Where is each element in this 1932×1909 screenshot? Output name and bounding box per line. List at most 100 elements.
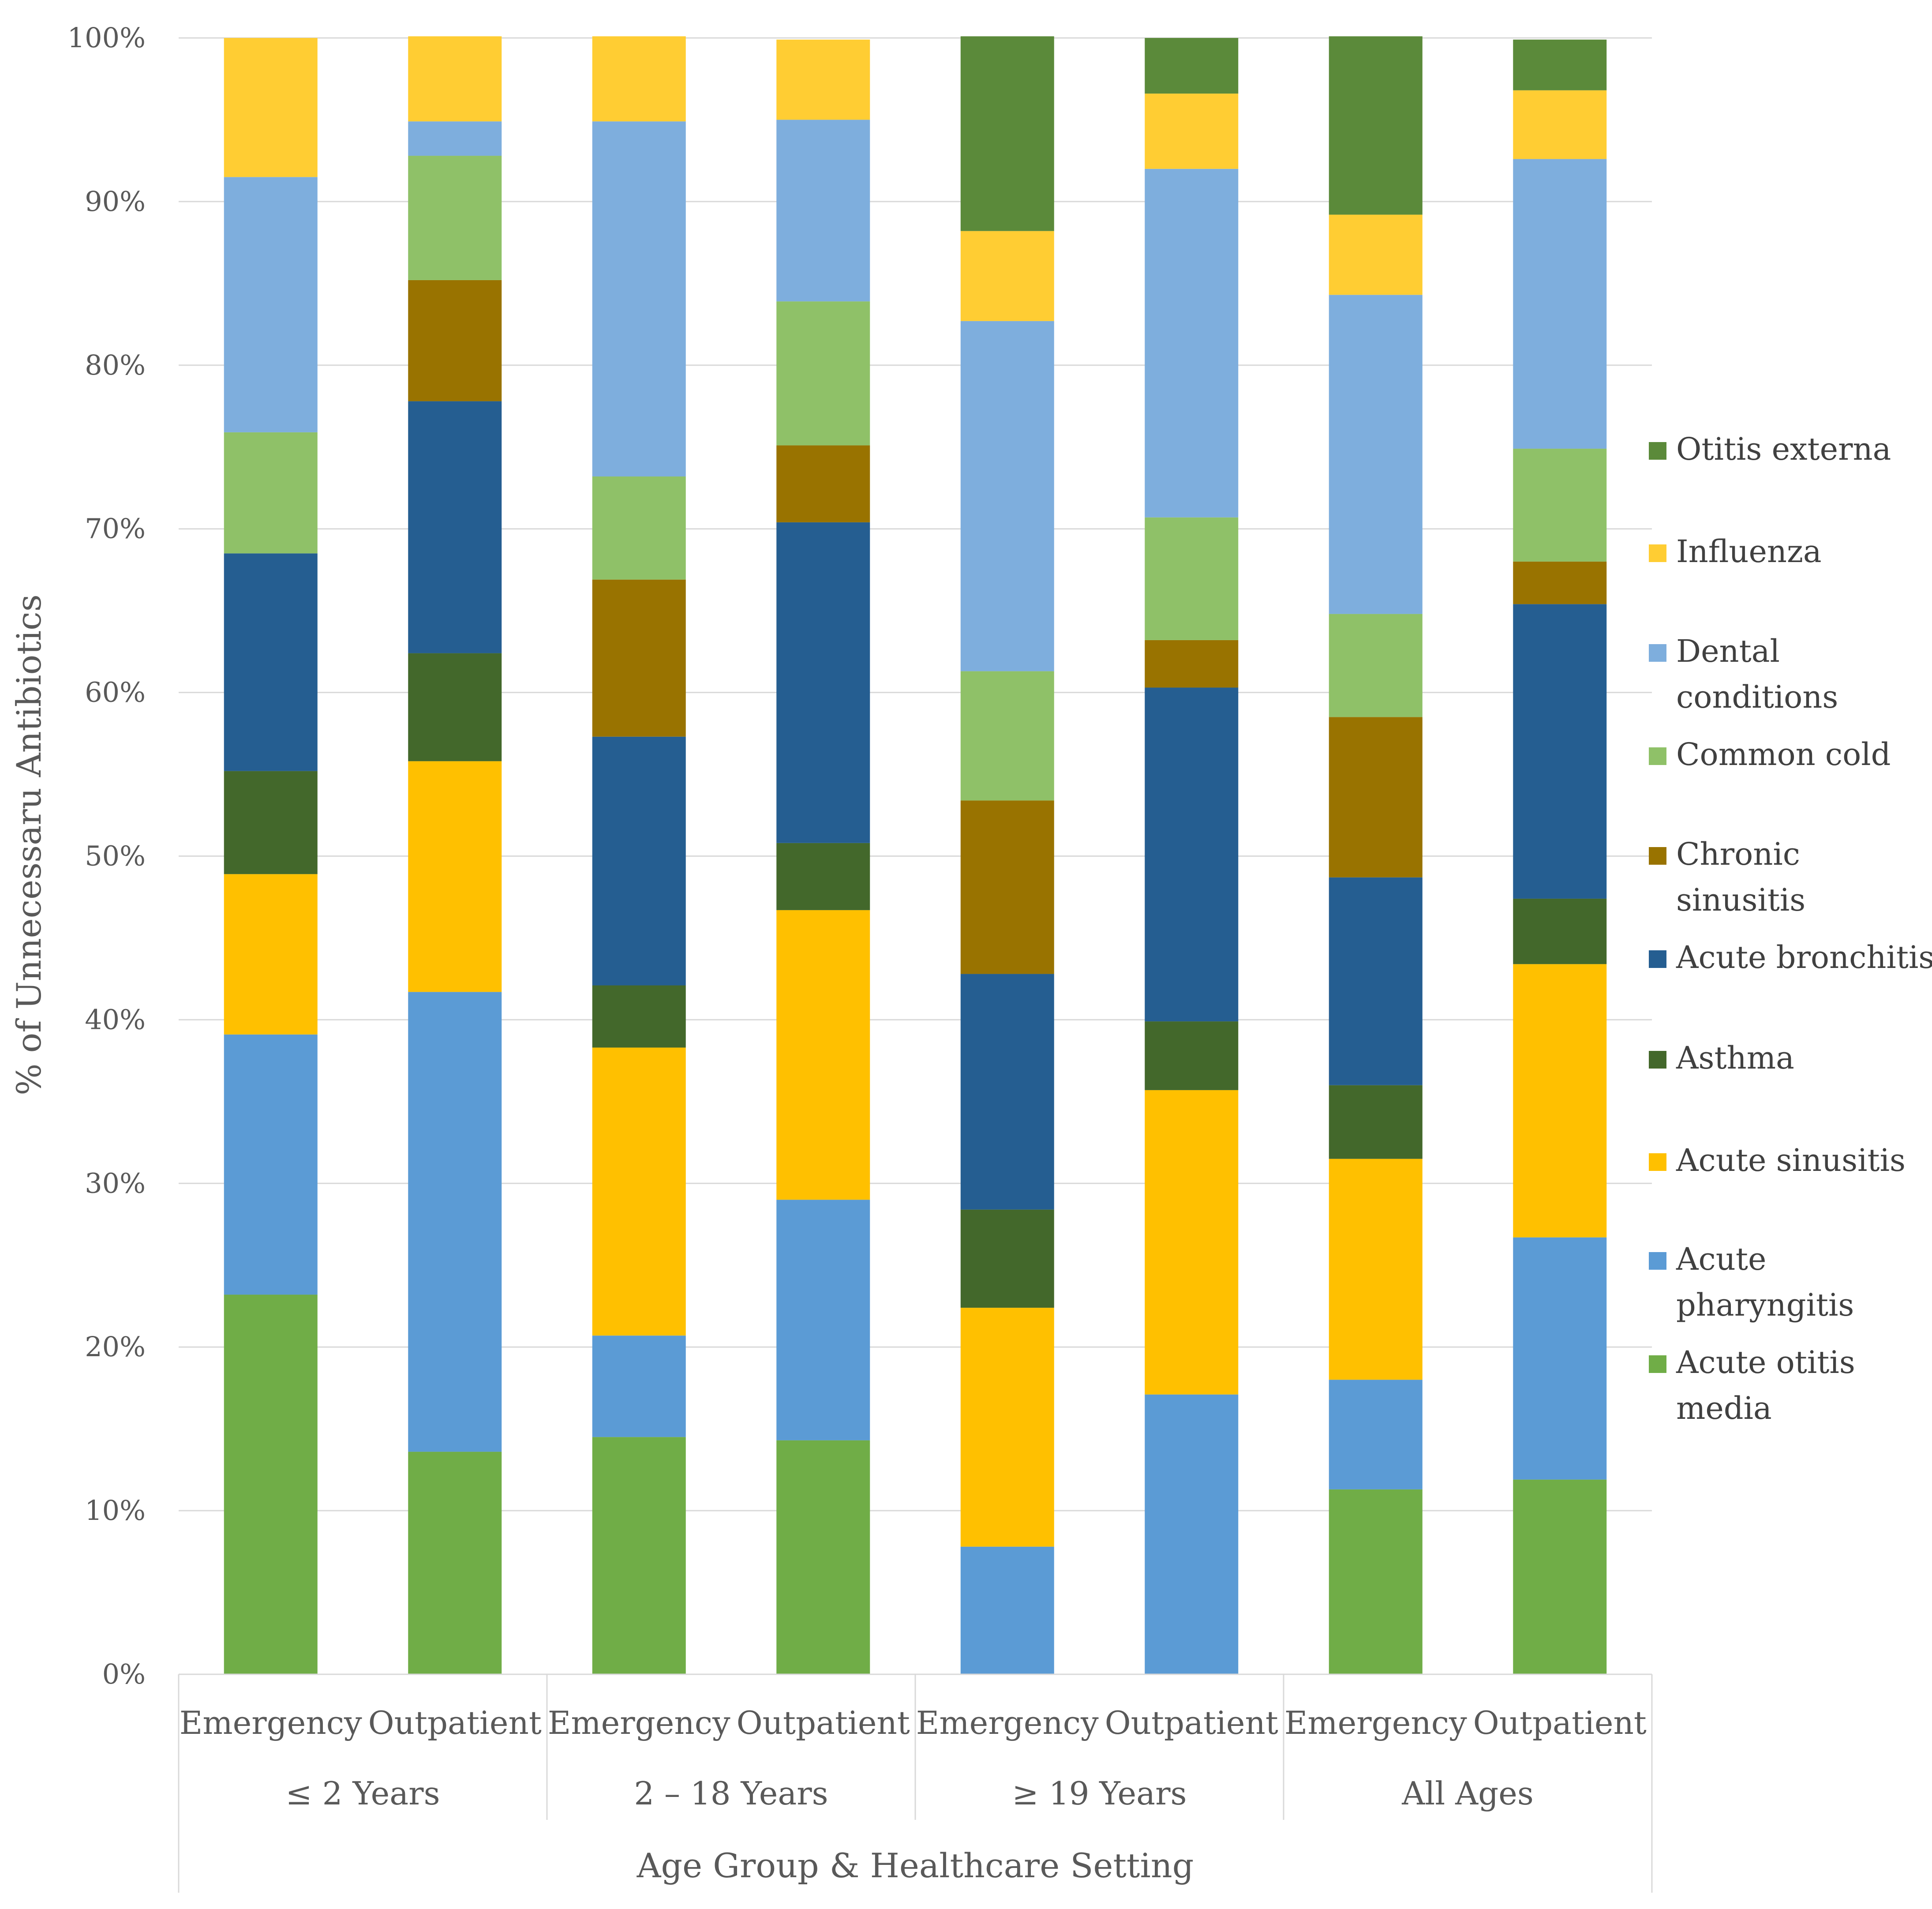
- x-category-label: Outpatient: [368, 1704, 542, 1741]
- bar-segment: [1513, 604, 1607, 899]
- bar-segment: [1329, 1085, 1423, 1159]
- legend-item: Acute pharyngitis: [1649, 1241, 1854, 1323]
- bar-segment: [1145, 640, 1239, 688]
- x-category-label: Outpatient: [737, 1704, 910, 1741]
- bar-segment: [960, 321, 1054, 671]
- bar-segment: [1145, 517, 1239, 640]
- bar-stack: [592, 36, 686, 1674]
- bar-segment: [1329, 877, 1423, 1085]
- bar-segment: [1329, 36, 1423, 215]
- bar-segment: [408, 761, 502, 992]
- bar-segment: [1513, 1479, 1607, 1674]
- y-tick-label: 90%: [85, 185, 146, 218]
- bar-segment: [776, 445, 870, 522]
- bar-segment: [1145, 1394, 1239, 1674]
- bar-segment: [224, 874, 318, 1035]
- bar-stack: [1329, 36, 1423, 1674]
- x-category-label: Emergency: [180, 1704, 362, 1741]
- bar-segment: [224, 38, 318, 177]
- x-category-label: Outpatient: [1105, 1704, 1278, 1741]
- bar-stacks: [224, 36, 1607, 1674]
- bar-segment: [592, 1437, 686, 1674]
- bar-segment: [1329, 614, 1423, 717]
- legend-label: Asthma: [1676, 1040, 1794, 1076]
- x-axis-title: Age Group & Healthcare Setting: [637, 1846, 1194, 1885]
- bar-segment: [1145, 1090, 1239, 1395]
- bar-segment: [408, 36, 502, 122]
- bar-segment: [1329, 1380, 1423, 1489]
- y-tick-label: 60%: [85, 676, 146, 709]
- legend-swatch: [1649, 747, 1666, 765]
- bar-segment: [1513, 1237, 1607, 1480]
- legend-label: media: [1676, 1390, 1772, 1426]
- bar-segment: [592, 121, 686, 477]
- bar-segment: [408, 653, 502, 761]
- bar-segment: [776, 1200, 870, 1440]
- legend-label: Dental: [1676, 633, 1780, 669]
- bar-segment: [592, 736, 686, 986]
- legend-label: Acute sinusitis: [1676, 1142, 1906, 1178]
- bar-segment: [960, 1209, 1054, 1308]
- bar-segment: [960, 671, 1054, 801]
- legend-item: Asthma: [1649, 1040, 1794, 1076]
- bar-segment: [1513, 964, 1607, 1238]
- bar-segment: [1145, 1021, 1239, 1090]
- bar-segment: [1329, 1159, 1423, 1380]
- x-group-label: 2 – 18 Years: [634, 1775, 828, 1812]
- bar-segment: [408, 1451, 502, 1674]
- legend-item: Acute otitis media: [1649, 1344, 1855, 1426]
- y-tick-label: 30%: [85, 1167, 146, 1199]
- legend: Otitis externa Influenza Dental conditions C…: [1649, 431, 1932, 1426]
- y-tick-label: 50%: [85, 840, 146, 872]
- bar-segment: [776, 301, 870, 446]
- y-tick-label: 80%: [85, 349, 146, 381]
- bar-segment: [1513, 448, 1607, 562]
- y-tick-label: 70%: [85, 513, 146, 545]
- bar-segment: [224, 553, 318, 771]
- legend-label: conditions: [1676, 679, 1838, 715]
- bar-stack: [960, 36, 1054, 1674]
- legend-label: Acute otitis: [1676, 1344, 1855, 1380]
- x-axis: Emergency Outpatient Emergency Outpatient Em…: [178, 1673, 1653, 1893]
- bar-segment: [408, 401, 502, 653]
- legend-label: Common cold: [1676, 736, 1891, 773]
- bar-segment: [224, 771, 318, 874]
- x-category-label: Emergency: [1284, 1704, 1467, 1741]
- legend-swatch: [1649, 1153, 1666, 1171]
- bar-segment: [1329, 717, 1423, 878]
- legend-swatch: [1649, 1252, 1666, 1270]
- legend-swatch: [1649, 950, 1666, 968]
- y-tick-label: 100%: [67, 22, 146, 54]
- y-axis-ticks: 0% 10% 20% 30% 40% 50% 60% 70% 80% 90% 100%: [67, 22, 146, 1690]
- legend-label: Acute bronchitis: [1676, 939, 1932, 975]
- bar-segment: [1513, 898, 1607, 964]
- legend-item: Common cold: [1649, 736, 1891, 773]
- x-category-label: Emergency: [916, 1704, 1099, 1741]
- bar-segment: [1145, 169, 1239, 518]
- bar-segment: [960, 36, 1054, 231]
- y-axis-title: % of Unnecessaru Antibiotics: [9, 594, 49, 1095]
- legend-label: Chronic: [1676, 836, 1800, 872]
- bar-segment: [592, 36, 686, 122]
- bar-segment: [776, 843, 870, 910]
- bar-segment: [1513, 159, 1607, 449]
- bar-segment: [1145, 94, 1239, 169]
- legend-label: pharyngitis: [1676, 1287, 1854, 1323]
- y-tick-label: 10%: [85, 1494, 146, 1526]
- x-group-label: All Ages: [1401, 1775, 1534, 1812]
- bar-segment: [224, 1294, 318, 1674]
- bar-segment: [408, 992, 502, 1452]
- legend-swatch: [1649, 1355, 1666, 1373]
- bar-stack: [1513, 39, 1607, 1674]
- legend-item: Acute sinusitis: [1649, 1142, 1906, 1178]
- x-group-label: ≥ 19 Years: [1012, 1775, 1187, 1812]
- legend-item: Dental conditions: [1649, 633, 1838, 715]
- bar-segment: [1513, 90, 1607, 159]
- bar-segment: [960, 800, 1054, 974]
- bar-segment: [1145, 38, 1239, 94]
- legend-label: Acute: [1676, 1241, 1766, 1277]
- legend-swatch: [1649, 847, 1666, 865]
- legend-swatch: [1649, 1051, 1666, 1069]
- bar-stack: [1145, 38, 1239, 1674]
